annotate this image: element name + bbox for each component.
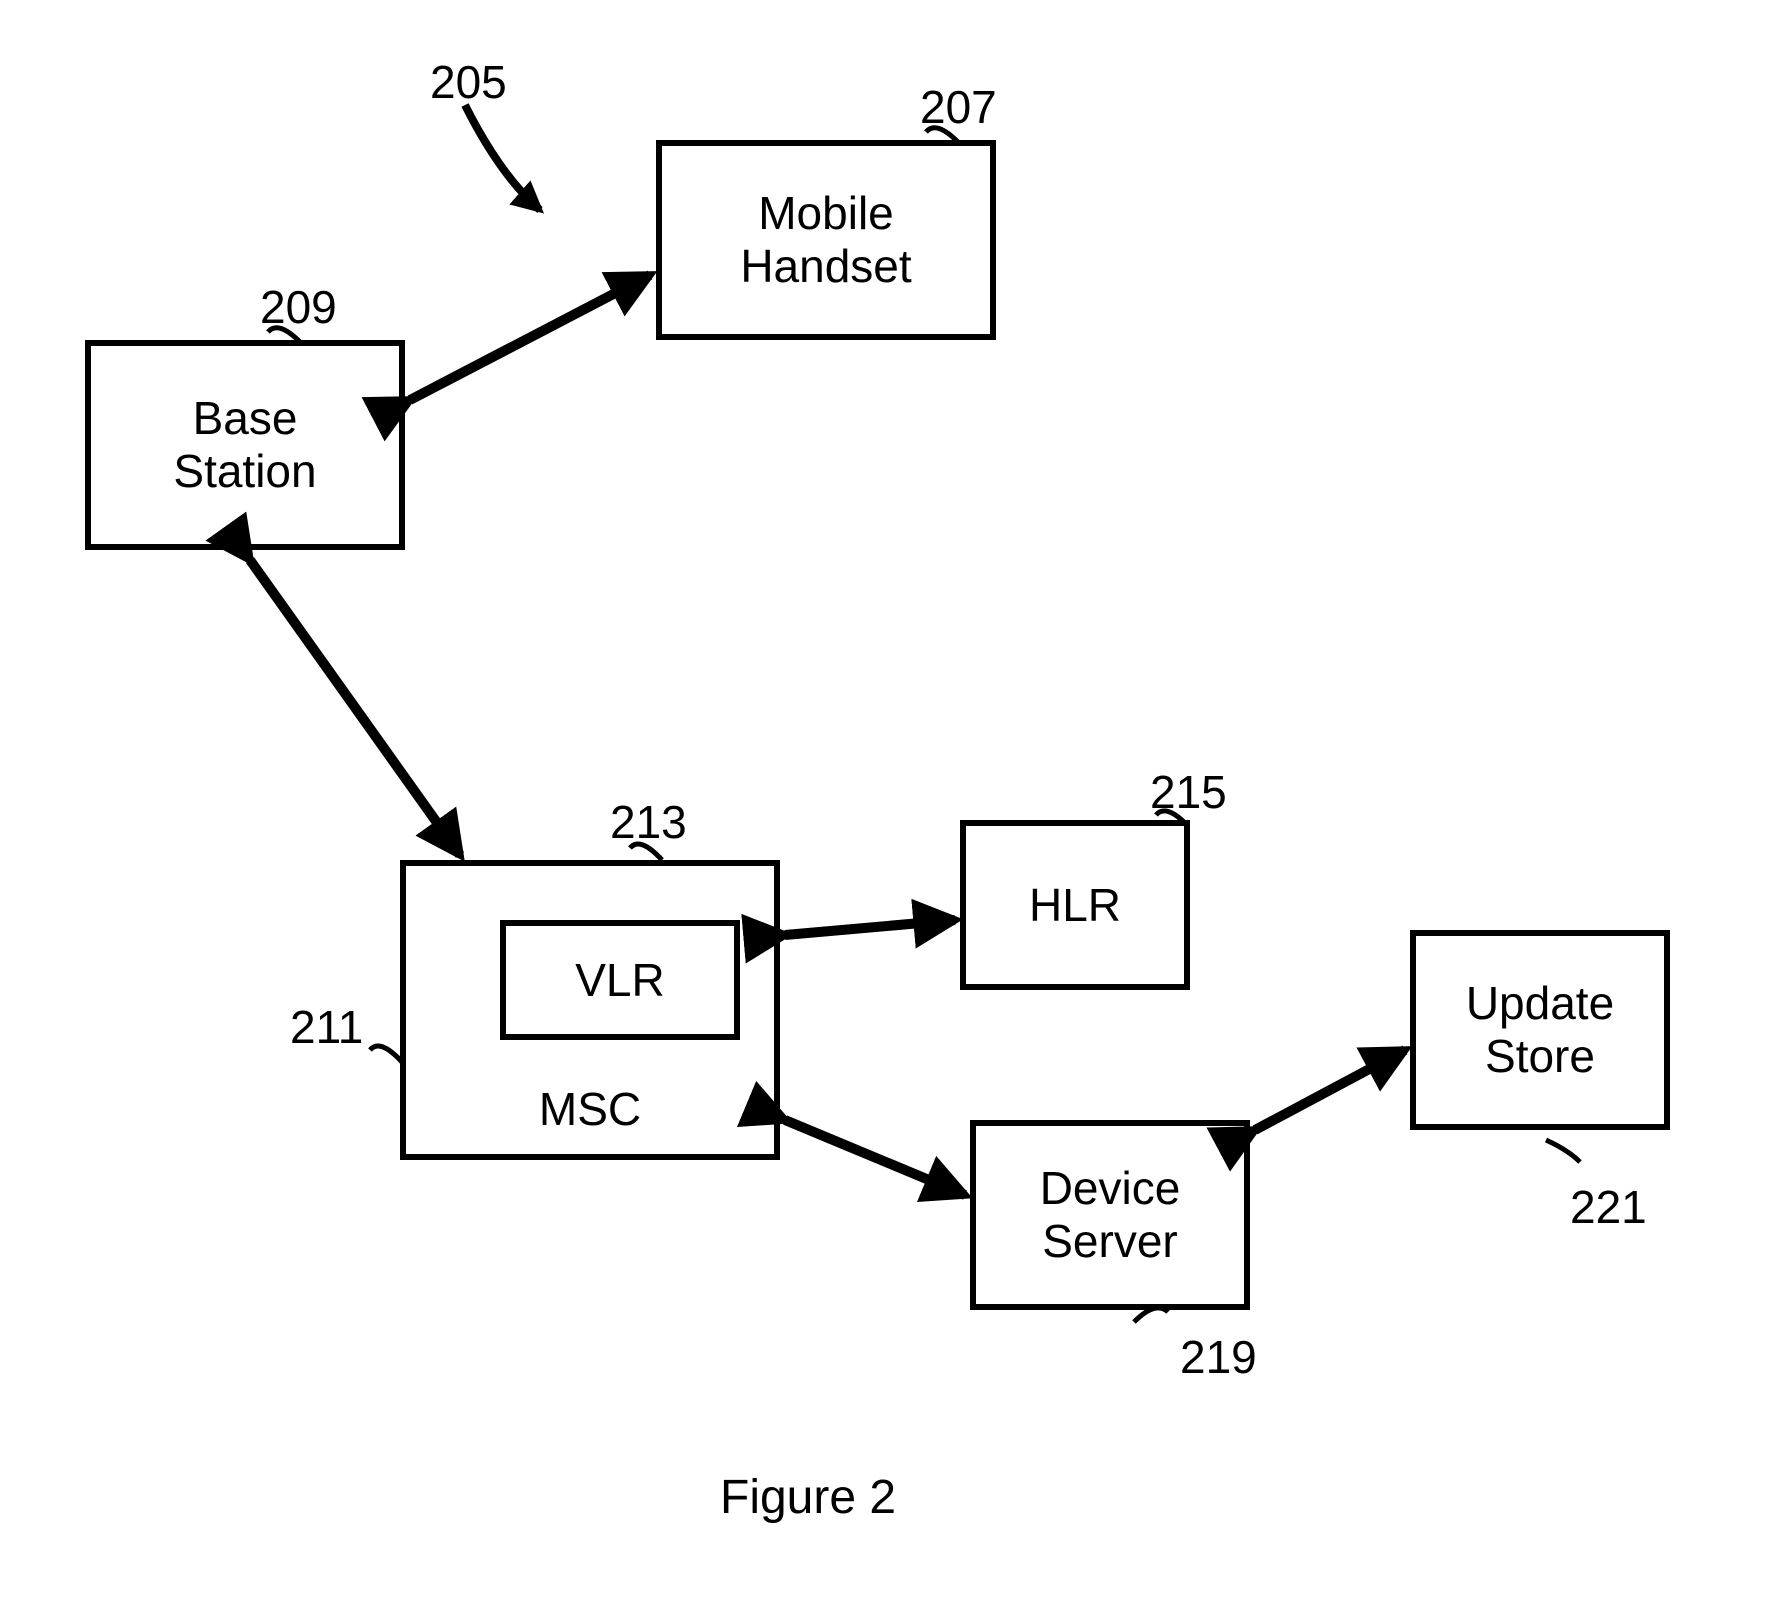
ref-tick-211 xyxy=(370,1046,402,1062)
node-hlr: HLR xyxy=(960,820,1190,990)
ref-tick-221 xyxy=(1546,1140,1580,1162)
edge-basestation-handset xyxy=(410,275,650,400)
ref-label-215: 215 xyxy=(1150,765,1227,819)
ref-label-205: 205 xyxy=(430,55,507,109)
node-label: HLR xyxy=(1029,879,1121,932)
ref-label-211: 211 xyxy=(290,1000,363,1054)
node-vlr: VLR xyxy=(500,920,740,1040)
ref-label-219: 219 xyxy=(1180,1330,1257,1384)
ref-arrow-205 xyxy=(465,105,540,210)
node-device-server: DeviceServer xyxy=(970,1120,1250,1310)
diagram-canvas: MobileHandset BaseStation MSC VLR HLR De… xyxy=(0,0,1771,1597)
ref-label-221: 221 xyxy=(1570,1180,1647,1234)
edge-msc-hlr xyxy=(785,920,955,935)
node-label: BaseStation xyxy=(173,392,316,498)
figure-caption: Figure 2 xyxy=(720,1470,896,1525)
ref-label-213: 213 xyxy=(610,795,687,849)
ref-label-209: 209 xyxy=(260,280,337,334)
edge-deviceserver-updatestore xyxy=(1255,1050,1405,1130)
node-label: UpdateStore xyxy=(1466,977,1614,1083)
node-update-store: UpdateStore xyxy=(1410,930,1670,1130)
node-base-station: BaseStation xyxy=(85,340,405,550)
node-label: VLR xyxy=(575,954,664,1007)
edge-basestation-msc xyxy=(250,560,460,855)
node-label: DeviceServer xyxy=(1040,1162,1181,1268)
node-label: MSC xyxy=(539,1083,641,1136)
node-label: MobileHandset xyxy=(740,187,911,293)
edge-msc-deviceserver xyxy=(785,1120,965,1195)
node-mobile-handset: MobileHandset xyxy=(656,140,996,340)
ref-label-207: 207 xyxy=(920,80,997,134)
